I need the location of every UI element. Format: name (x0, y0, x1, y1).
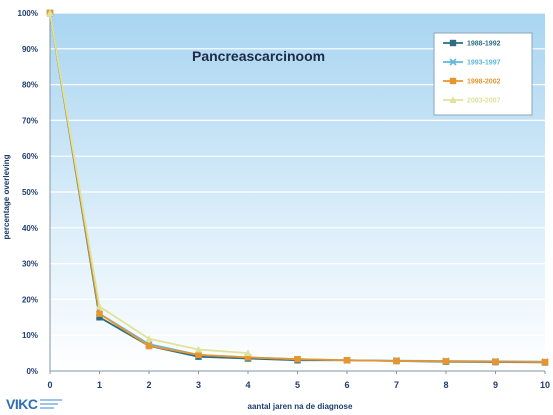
legend-entry: 2003-2007 (443, 96, 501, 105)
data-point (343, 357, 351, 364)
x-axis-title: aantal jaren na de diagnose (248, 402, 353, 411)
x-tick-label: 9 (493, 380, 498, 390)
data-point (145, 334, 153, 342)
y-tick-label: 30% (22, 260, 38, 269)
x-tick-label: 8 (443, 380, 448, 390)
data-point (194, 345, 203, 353)
series-group (46, 9, 252, 357)
data-point (96, 310, 103, 317)
y-tick-label: 90% (22, 45, 38, 54)
legend-label: 2003-2007 (467, 98, 501, 105)
x-tick-label: 3 (196, 380, 201, 390)
axes (49, 13, 546, 374)
data-point (195, 351, 202, 359)
x-tick-label: 0 (47, 380, 52, 390)
y-tick-label: 20% (22, 295, 38, 304)
x-tick-labels: 0 1 2 3 4 5 6 7 8 9 10 (47, 380, 550, 390)
x-tick-label: 10 (540, 380, 550, 390)
data-point (294, 355, 301, 363)
x-tick-label: 5 (295, 380, 300, 390)
chart-title: Pancreascarcinoom (192, 48, 325, 64)
y-tick-label: 0% (26, 367, 38, 376)
y-tick-labels: 0% 10% 20% 30% 40% 50% 60% 70% 80% 90% 100% (18, 9, 38, 376)
data-point (95, 302, 104, 310)
x-tick-label: 6 (344, 380, 349, 390)
legend-label: 1993-1997 (467, 60, 501, 67)
data-point (96, 314, 103, 321)
series-layer (46, 9, 549, 366)
legend-label: 1988-1992 (467, 41, 501, 48)
legend-swatch-marker (449, 77, 457, 85)
y-tick-label: 60% (22, 152, 38, 161)
y-tick-label: 40% (22, 224, 38, 233)
data-point (541, 358, 549, 366)
legend-entry: 1988-1992 (443, 39, 501, 48)
data-point (244, 354, 252, 361)
y-axis-title: percentage overleving (2, 154, 11, 239)
x-tick-label: 7 (394, 380, 399, 390)
series-group (46, 9, 549, 366)
x-tick-label: 1 (97, 380, 102, 390)
legend-entry: 1993-1997 (443, 58, 501, 67)
y-tick-label: 50% (22, 188, 38, 197)
y-tick-label: 10% (22, 331, 38, 340)
x-tick-label: 2 (146, 380, 151, 390)
legend-entry: 1998-2002 (443, 77, 501, 86)
legend-swatch-marker (449, 39, 457, 47)
legend-swatch-marker (449, 96, 457, 103)
legend-swatch-marker (449, 58, 457, 66)
logo-decoration (40, 399, 63, 409)
x-tick-label: 4 (245, 380, 250, 390)
legend-label: 1998-2002 (467, 79, 501, 86)
data-point (46, 9, 54, 16)
vikc-logo: VIKC (6, 395, 63, 413)
legend: 1988-1992 1993-1997 1998-2002 2003-2007 (433, 32, 533, 116)
data-point (393, 357, 400, 365)
y-tick-label: 100% (18, 9, 38, 18)
y-tick-label: 70% (22, 116, 38, 125)
vikc-logo-icon: VIKC (6, 396, 38, 412)
y-tick-label: 80% (22, 81, 38, 90)
data-point (492, 358, 499, 365)
data-point (442, 358, 450, 365)
data-point (145, 342, 153, 350)
data-point (244, 349, 252, 357)
